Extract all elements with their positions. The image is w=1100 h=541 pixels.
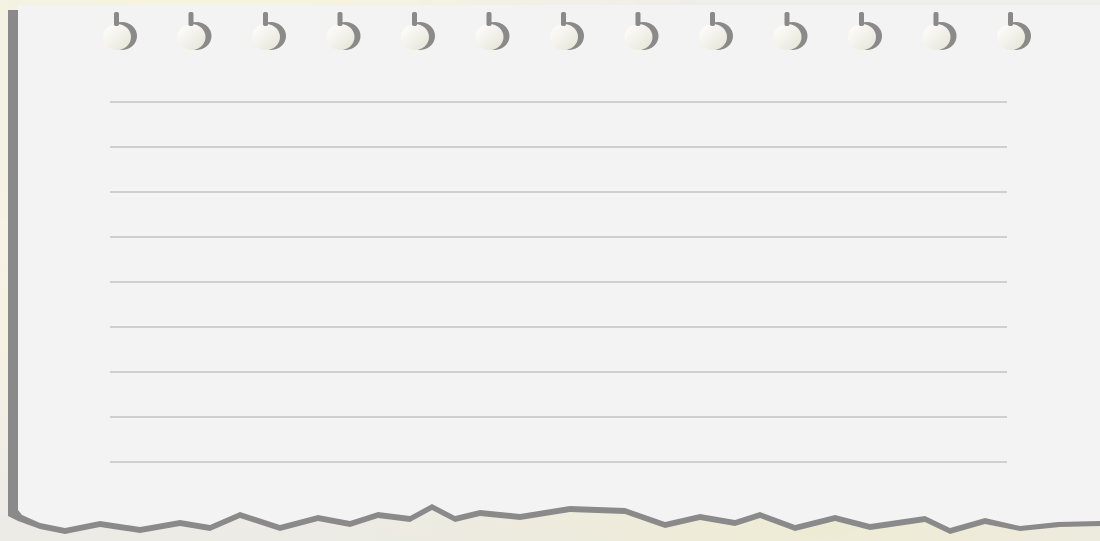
- binding-hole-icon: [401, 12, 435, 50]
- binding-hole-icon: [550, 12, 584, 50]
- binding-hole-icon: [997, 12, 1031, 50]
- binding-hole-icon: [922, 12, 957, 50]
- binding-hole-icon: [475, 12, 510, 50]
- paper: [18, 5, 1100, 528]
- binding-hole-icon: [624, 12, 659, 50]
- binding-hole-icon: [326, 12, 361, 50]
- binding-hole-icon: [177, 12, 212, 50]
- binding-hole-icon: [773, 12, 808, 50]
- ruled-lines: [110, 101, 1007, 463]
- binding-hole-icon: [699, 12, 733, 50]
- binding-holes: [103, 12, 1031, 50]
- binding-hole-icon: [252, 12, 286, 50]
- binding-hole-icon: [848, 12, 882, 50]
- binding-hole-icon: [103, 12, 137, 50]
